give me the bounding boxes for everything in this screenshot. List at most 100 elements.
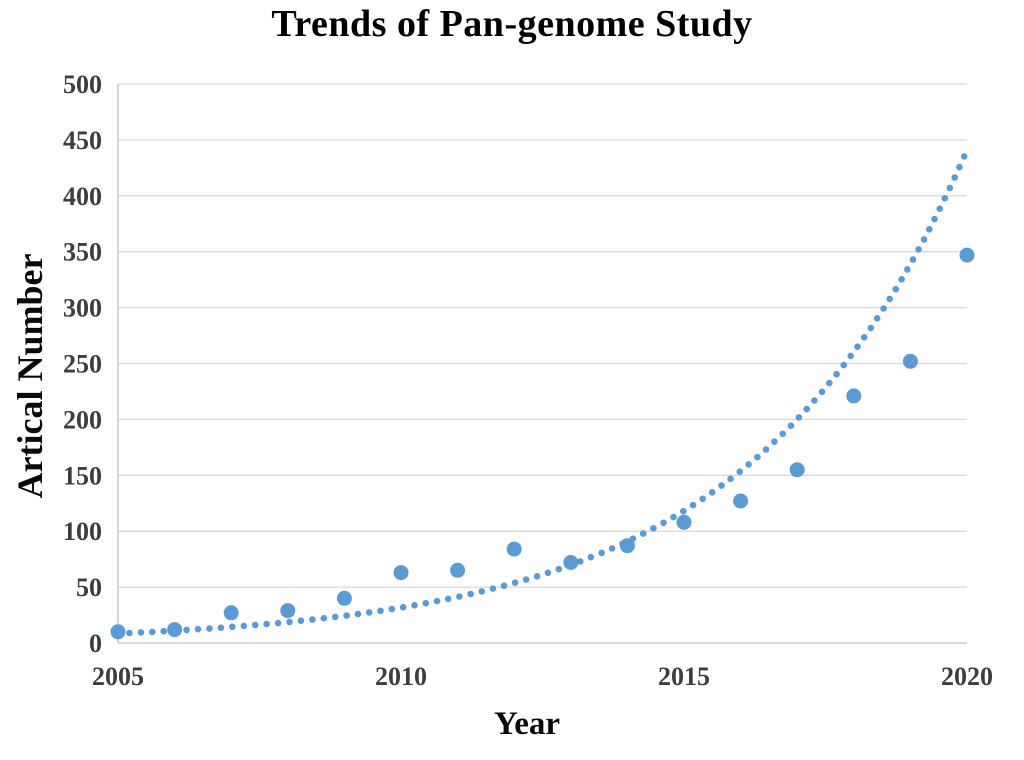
trendline-dot: [399, 603, 407, 611]
trendline-dot: [194, 625, 202, 633]
gridlines: [117, 83, 967, 644]
trendline-dot: [160, 627, 167, 635]
trendline-dot: [854, 343, 861, 351]
y-tick-label: 350: [63, 238, 102, 267]
trendline-dot: [587, 553, 595, 561]
trendline-dot: [598, 549, 605, 557]
trendline-dot: [946, 184, 954, 192]
data-point-2013: [563, 555, 579, 570]
trendline-dot: [931, 215, 938, 223]
trendline-dot: [771, 438, 778, 446]
trendline-dot: [533, 573, 541, 580]
trendline-dot: [680, 507, 687, 515]
trendline-dot: [840, 361, 847, 369]
trendline-dot: [500, 582, 508, 590]
trendline-dot: [365, 609, 373, 616]
trendline-dot: [489, 585, 497, 592]
trendline-dot: [904, 266, 911, 273]
x-tick-label: 2015: [658, 662, 710, 691]
trendline-dot: [511, 579, 519, 586]
trendline-dot: [343, 612, 350, 619]
y-tick-label: 500: [63, 70, 102, 99]
data-point-2015: [676, 514, 692, 530]
trendline-dot: [478, 588, 486, 595]
trendline-dot: [915, 246, 922, 253]
trendline-dot: [467, 590, 474, 598]
trendline-dot: [320, 614, 328, 622]
trendline-dot: [880, 305, 887, 312]
y-tick-label: 0: [89, 629, 102, 658]
trendline-dot: [867, 324, 875, 332]
x-tick-label: 2020: [941, 662, 993, 691]
trendline-dot: [847, 352, 854, 360]
trendline-dot: [422, 599, 430, 607]
trendline-dot: [444, 595, 452, 603]
trendline-dot: [411, 602, 418, 609]
data-point-2019: [902, 353, 918, 369]
trendline-dot: [639, 530, 647, 537]
trendline-dot: [206, 625, 213, 632]
chart-title: Trends of Pan-genome Study: [271, 3, 753, 45]
y-tick-label: 300: [63, 294, 102, 323]
trendline-dotted: [114, 153, 968, 637]
trendline-dot: [544, 569, 552, 577]
data-point-2020: [959, 247, 975, 263]
trendline-dot: [936, 205, 943, 212]
data-point-2017: [789, 462, 805, 478]
trendline-dot: [670, 513, 677, 521]
y-tick-label: 200: [63, 405, 102, 434]
x-axis-tick-labels: 2005 2010 2015 2020: [92, 662, 993, 691]
y-tick-label: 150: [63, 461, 102, 490]
data-point-2005: [110, 624, 126, 640]
trendline-dot: [354, 610, 362, 618]
x-axis-title: Year: [494, 706, 560, 742]
trendline-dot: [297, 617, 305, 624]
trendline-dot: [803, 405, 810, 413]
trendline-dot: [736, 468, 743, 476]
trendline-dot: [718, 482, 725, 489]
trendline-dot: [956, 163, 963, 171]
data-points: [110, 247, 975, 640]
trendline-dot: [274, 619, 282, 627]
trendline-dot: [650, 525, 657, 532]
trendline-dot: [886, 295, 893, 303]
y-tick-label: 100: [63, 517, 102, 546]
y-axis-tick-labels: 0 50 100 150 200 250 300 350 400 450 500: [63, 70, 102, 658]
trendline-dot: [229, 623, 236, 631]
trendline-dot: [727, 475, 734, 483]
trendline-dot: [331, 613, 339, 621]
trendline-dot: [240, 622, 248, 630]
trendline-dot: [522, 576, 530, 583]
trendline-dot: [811, 397, 818, 404]
x-tick-label: 2010: [375, 662, 427, 691]
trendline-dot: [263, 620, 270, 628]
trendline-dot: [660, 519, 667, 527]
trendline-dot: [898, 276, 905, 283]
trendline-dot: [779, 430, 786, 438]
trendline-dot: [149, 628, 156, 636]
trendline-dot: [892, 285, 899, 293]
trendline-dot: [960, 153, 968, 160]
trendline-dot: [251, 621, 259, 629]
data-point-2011: [450, 562, 466, 578]
data-point-2014: [619, 538, 635, 554]
y-tick-label: 450: [63, 126, 102, 155]
trendline-dot: [217, 624, 225, 631]
data-point-2018: [846, 388, 862, 404]
trendline-dot: [456, 593, 463, 600]
trendline-dot: [699, 495, 706, 503]
trendline-dot: [689, 501, 697, 509]
trendline-dot: [762, 446, 770, 453]
data-point-2007: [223, 605, 239, 621]
trendline-dot: [941, 195, 949, 202]
trendline-dot: [787, 422, 795, 430]
trendline-dot: [608, 545, 616, 552]
data-point-2009: [336, 590, 352, 606]
trendline-dot: [860, 334, 868, 341]
trendline-dot: [754, 453, 761, 461]
trendline-dot: [137, 629, 145, 636]
trendline-dot: [377, 607, 384, 615]
y-tick-label: 50: [76, 573, 102, 602]
